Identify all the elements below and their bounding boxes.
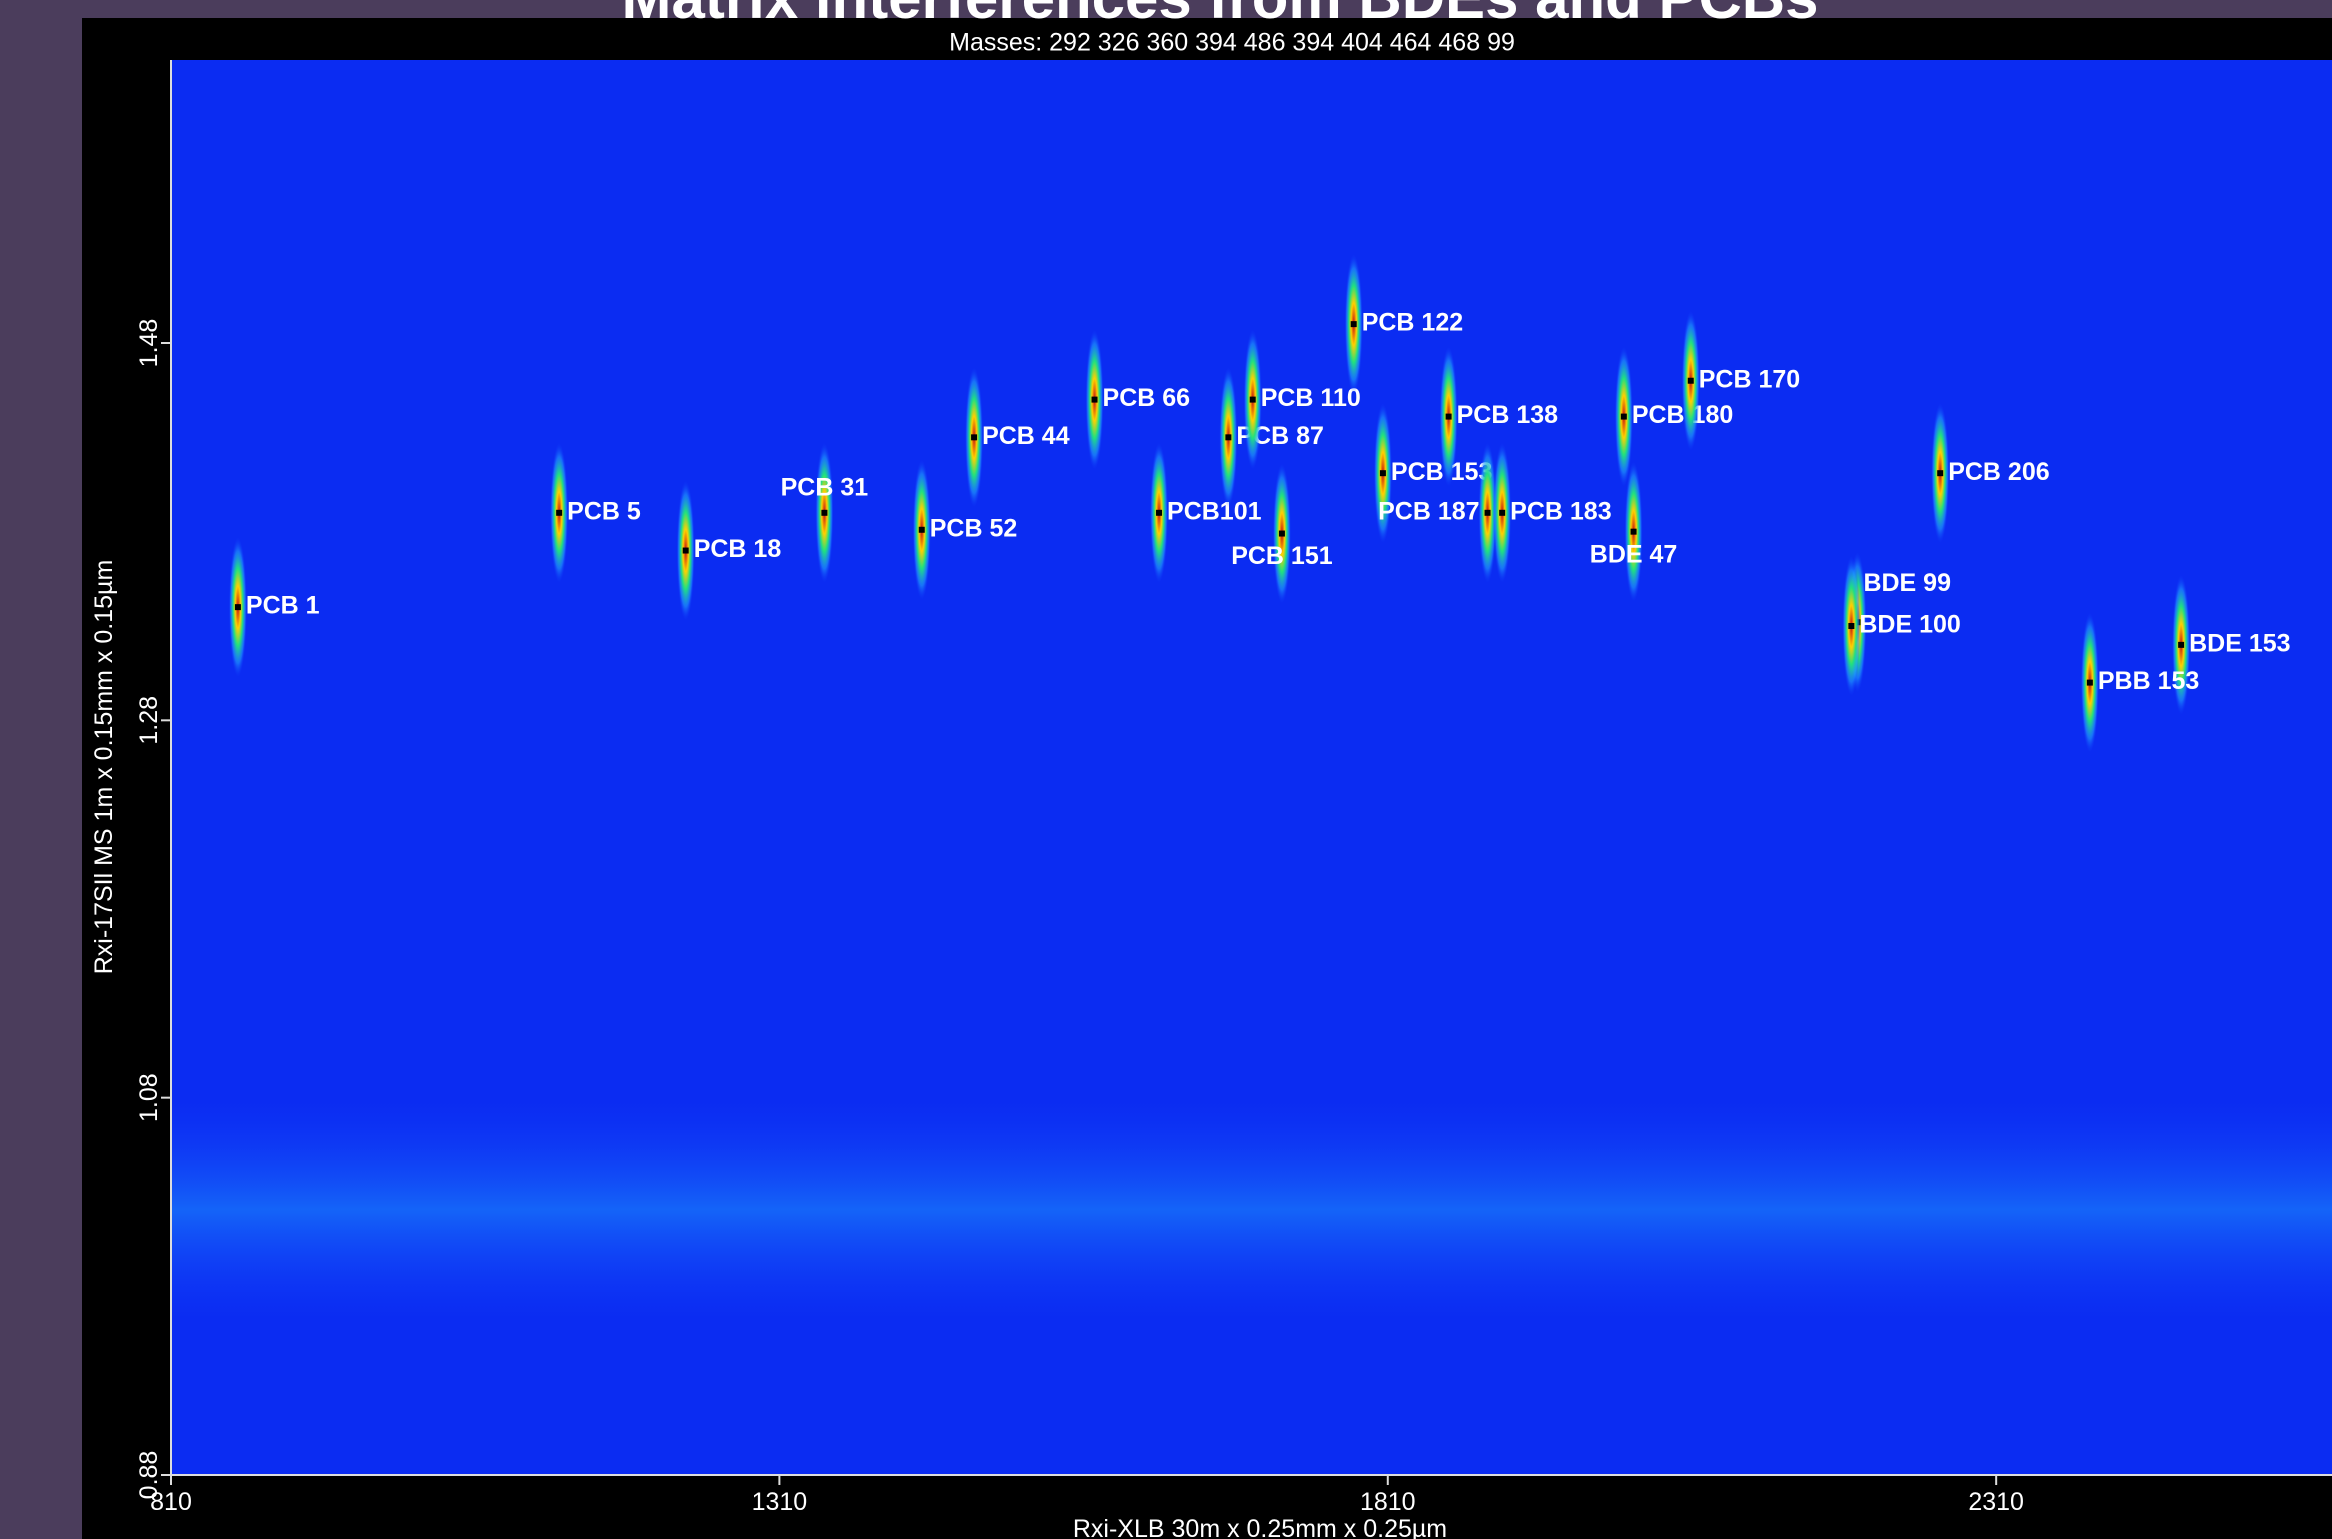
peak-label: PCB 183 <box>1510 497 1611 525</box>
peak-marker <box>1631 529 1637 535</box>
y-axis-label: Rxi-17SIl MS 1m x 0.15mm x 0.15µm <box>90 560 118 975</box>
y-tick-label: 1.28 <box>135 696 163 745</box>
page: Matrix interferences from BDEs and PCBs … <box>0 0 2332 1539</box>
x-axis-label: Rxi-XLB 30m x 0.25mm x 0.25µm <box>1073 1515 1447 1539</box>
y-tick-label: 1.08 <box>135 1073 163 1122</box>
peak-marker <box>2087 680 2093 686</box>
chart: Matrix interferences from BDEs and PCBs … <box>0 0 2332 1539</box>
peak-label: PCB 5 <box>567 497 641 525</box>
peak-marker <box>1621 414 1627 420</box>
peak-label: PBB 153 <box>2098 667 2199 695</box>
peak-label: PCB 44 <box>982 422 1070 450</box>
peak-label: BDE 99 <box>1863 569 1951 597</box>
chart-title: Matrix interferences from BDEs and PCBs <box>621 0 1818 31</box>
peak-label: BDE 100 <box>1859 611 1960 639</box>
peak-marker <box>971 434 977 440</box>
peak-marker <box>1937 470 1943 476</box>
y-tick-label: 1.48 <box>135 319 163 368</box>
subtitle: Masses: 292 326 360 394 486 394 404 464 … <box>949 29 1515 57</box>
x-tick-label: 1310 <box>752 1488 808 1516</box>
peak-marker <box>235 604 241 610</box>
peak-marker <box>1446 414 1452 420</box>
peak-label: PCB 1 <box>246 592 320 620</box>
peak-label: PCB 31 <box>781 473 869 501</box>
peak-marker <box>1848 623 1854 629</box>
peak-label: PCB 122 <box>1362 309 1463 337</box>
peak-marker <box>1225 434 1231 440</box>
peak-label: PCB 153 <box>1391 458 1492 486</box>
peak-marker <box>1351 321 1357 327</box>
peak-label: PCB101 <box>1167 497 1262 525</box>
peak-marker <box>1485 510 1491 516</box>
matrix-band <box>171 1100 2332 1320</box>
peak-label: PCB 52 <box>930 514 1018 542</box>
peak-marker <box>1380 470 1386 476</box>
peak-label: PCB 151 <box>1231 542 1333 570</box>
peak-marker <box>919 527 925 533</box>
peak-marker <box>1092 397 1098 403</box>
peak-label: PCB 170 <box>1699 365 1800 393</box>
peak-marker <box>556 510 562 516</box>
peak-label: PCB 18 <box>694 535 782 563</box>
peak-marker <box>1499 510 1505 516</box>
peak-marker <box>1250 397 1256 403</box>
peak-marker <box>2178 642 2184 648</box>
peak-marker <box>821 510 827 516</box>
x-tick-label: 2310 <box>1968 1488 2024 1516</box>
peak-label: PCB 138 <box>1457 401 1559 429</box>
peak-label: BDE 153 <box>2189 629 2290 657</box>
peak-label: PCB 206 <box>1948 458 2049 486</box>
peak-label: PCB 110 <box>1261 384 1361 412</box>
peak-marker <box>1156 510 1162 516</box>
y-tick-label: 0.88 <box>135 1451 163 1500</box>
peak-label: BDE 47 <box>1590 540 1678 568</box>
x-tick-label: 1810 <box>1360 1488 1416 1516</box>
peak-label: PCB 66 <box>1103 384 1191 412</box>
peak-marker <box>683 548 689 554</box>
peak-label: PCB 187 <box>1378 497 1479 525</box>
peak-marker <box>1279 531 1285 537</box>
peak-marker <box>1688 378 1694 384</box>
